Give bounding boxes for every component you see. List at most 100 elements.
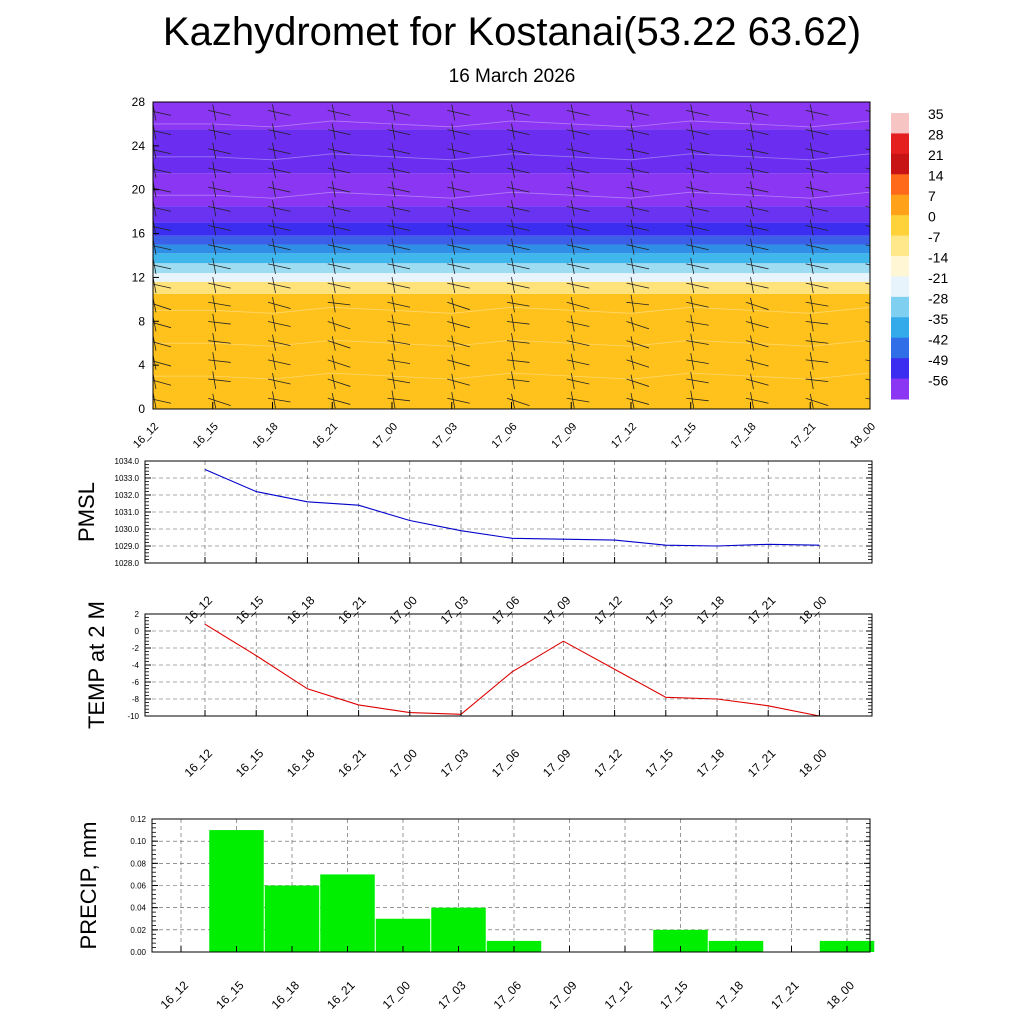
colorbar-label: -28 bbox=[928, 291, 948, 307]
wind-barb bbox=[267, 148, 291, 155]
wind-barb bbox=[745, 148, 769, 155]
wind-barb bbox=[630, 257, 635, 274]
wind-barb bbox=[447, 263, 470, 270]
wind-barb bbox=[208, 340, 231, 344]
wind-barb bbox=[570, 297, 575, 313]
heatmap-band bbox=[153, 293, 870, 409]
wind-barb bbox=[511, 161, 515, 179]
wind-barb bbox=[686, 397, 709, 402]
wind-barb bbox=[153, 379, 172, 386]
y-tick-label: 0.04 bbox=[130, 904, 146, 913]
wind-barb bbox=[750, 392, 754, 409]
colorbar-swatch bbox=[891, 153, 909, 175]
wind-barb bbox=[208, 167, 231, 174]
wind-barb bbox=[686, 359, 709, 365]
x-tick-label: 16_18 bbox=[251, 421, 281, 451]
wind-barb bbox=[272, 391, 276, 409]
wind-barb bbox=[809, 238, 814, 255]
wind-barb bbox=[391, 296, 396, 313]
wind-barb bbox=[153, 111, 172, 116]
wind-barb bbox=[272, 277, 276, 294]
wind-barb bbox=[451, 316, 456, 332]
wind-barb bbox=[750, 200, 754, 217]
x-tick-label: 17_03 bbox=[438, 746, 472, 780]
wind-barb bbox=[208, 148, 231, 155]
wind-barb bbox=[153, 168, 172, 174]
wind-barb bbox=[626, 167, 650, 174]
x-tick-label: 17_06 bbox=[491, 978, 525, 1012]
wind-barb bbox=[566, 244, 590, 251]
y-tick-label: 0.12 bbox=[130, 815, 146, 824]
wind-barb bbox=[630, 219, 635, 236]
wind-barb bbox=[331, 355, 336, 370]
wind-barb bbox=[630, 374, 635, 390]
colorbar-label: 21 bbox=[928, 147, 944, 163]
x-tick-label: 17_12 bbox=[602, 978, 636, 1012]
wind-barb bbox=[391, 123, 396, 140]
wind-barb bbox=[865, 129, 870, 132]
x-tick-label: 17_03 bbox=[438, 593, 472, 627]
y-tick-label: 1029.0 bbox=[115, 542, 140, 551]
wind-barb bbox=[212, 393, 217, 409]
bar bbox=[653, 929, 708, 952]
wind-barb bbox=[212, 104, 217, 121]
heatmap-band bbox=[153, 206, 870, 223]
wind-barb bbox=[570, 181, 575, 198]
wind-barb bbox=[447, 186, 470, 193]
cross-section-plot: 0 4 8 12 16 20 24 28 16_12 16_15 16_18 16_21 17_00 17… bbox=[131, 95, 878, 451]
x-tick-label: 17_21 bbox=[768, 978, 802, 1012]
wind-barb bbox=[331, 374, 336, 390]
x-tick-label: 18_00 bbox=[796, 746, 830, 780]
wind-barb bbox=[750, 161, 754, 179]
wind-barb bbox=[686, 225, 709, 231]
x-tick-label: 16_21 bbox=[335, 593, 369, 627]
x-tick-label: 17_18 bbox=[729, 421, 759, 451]
wind-barb bbox=[626, 378, 650, 387]
x-tick-label: 16_12 bbox=[158, 978, 192, 1012]
x-tick-label: 16_21 bbox=[324, 978, 358, 1012]
bar bbox=[431, 907, 486, 952]
wind-barb bbox=[387, 244, 411, 251]
colorbar-label: 7 bbox=[928, 188, 936, 204]
x-tick-label: 17_15 bbox=[669, 421, 699, 451]
heatmap-band bbox=[153, 263, 870, 274]
wind-barb bbox=[153, 187, 172, 193]
wind-barb bbox=[506, 110, 530, 116]
x-tick-label: 17_09 bbox=[546, 978, 580, 1012]
wind-barb bbox=[506, 359, 530, 363]
wind-barb bbox=[387, 340, 411, 345]
wind-barb bbox=[630, 392, 635, 409]
wind-barb bbox=[511, 123, 515, 140]
wind-barb bbox=[212, 238, 217, 255]
wind-barb bbox=[506, 378, 530, 383]
wind-barb bbox=[805, 148, 829, 155]
colorbar-swatch bbox=[891, 235, 909, 257]
colorbar-swatch bbox=[891, 133, 909, 155]
wind-barb bbox=[451, 335, 456, 351]
wind-barb bbox=[809, 142, 814, 159]
wind-barb bbox=[686, 110, 709, 116]
wind-barb bbox=[506, 301, 530, 307]
wind-barb bbox=[690, 181, 695, 198]
wind-barb bbox=[511, 313, 515, 332]
wind-barb bbox=[208, 110, 231, 116]
wind-barb bbox=[267, 340, 291, 347]
heatmap-band bbox=[153, 129, 870, 174]
wind-barb bbox=[212, 161, 217, 179]
x-tick-label: 17_00 bbox=[370, 421, 400, 451]
wind-barb bbox=[865, 397, 870, 400]
y-tick-label: -6 bbox=[132, 678, 140, 687]
wind-barb bbox=[212, 257, 217, 274]
wind-barb bbox=[212, 371, 217, 390]
wind-barb bbox=[865, 378, 870, 381]
x-tick-label: 16_12 bbox=[182, 746, 216, 780]
wind-barb bbox=[570, 238, 575, 255]
wind-barb bbox=[387, 359, 411, 365]
wind-barb bbox=[511, 332, 515, 351]
wind-barb bbox=[570, 142, 575, 159]
wind-barb bbox=[566, 110, 590, 116]
wind-barb bbox=[267, 244, 291, 251]
wind-barb bbox=[451, 181, 456, 198]
wind-barb bbox=[272, 353, 276, 370]
wind-barb bbox=[805, 397, 829, 407]
